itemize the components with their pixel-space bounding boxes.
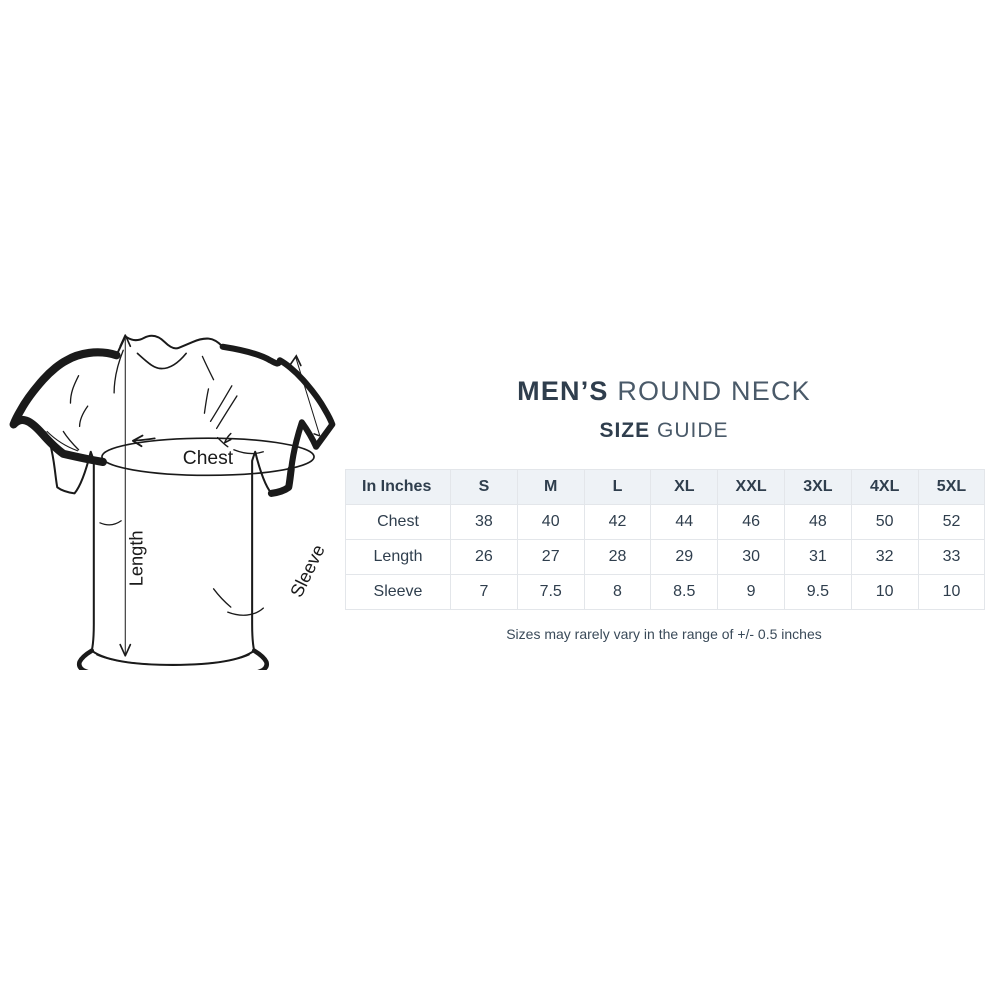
svg-text:Sleeve: Sleeve [286,541,329,600]
svg-text:Chest: Chest [183,448,234,469]
svg-text:Length: Length [126,530,147,586]
